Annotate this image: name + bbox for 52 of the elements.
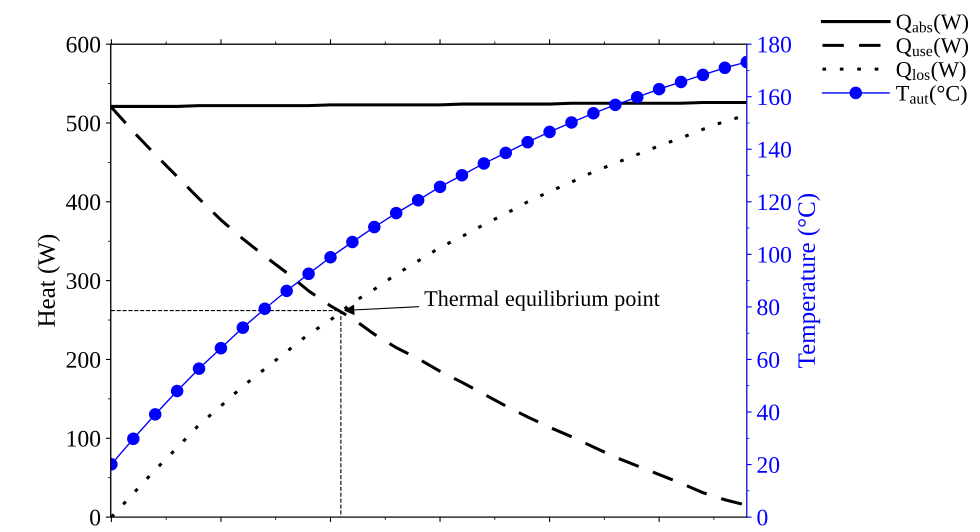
- point: [456, 169, 468, 182]
- y-tick-label: 300: [66, 273, 100, 290]
- point: [412, 194, 424, 206]
- point: [148, 408, 162, 421]
- y2-tick-label: 0: [757, 510, 768, 526]
- y2-tick-label: 20: [758, 457, 780, 473]
- point: [192, 362, 206, 375]
- point: [674, 76, 688, 88]
- point: [214, 342, 228, 354]
- y2-tick-label: 80: [757, 299, 780, 316]
- point: [500, 146, 512, 160]
- legend-label: Q$_{los}$(W): [896, 61, 966, 82]
- point: [521, 136, 534, 148]
- point: [390, 206, 402, 220]
- point: [346, 236, 359, 248]
- point: [434, 180, 446, 194]
- point: [280, 284, 293, 298]
- y2-tick-label: 40: [756, 404, 780, 420]
- y2-tick-label: 120: [758, 194, 791, 210]
- point: [478, 157, 490, 170]
- y-tick-label: 400: [66, 194, 100, 210]
- y-axis-title: Heat (W): [37, 234, 60, 327]
- y-tick-label: 600: [66, 36, 100, 53]
- y2-axis-title: Temperature (°C): [797, 194, 820, 368]
- point: [258, 302, 272, 315]
- point: [127, 432, 140, 446]
- y-tick-label: 500: [66, 115, 100, 132]
- point: [324, 250, 337, 264]
- annotation: Thermal equilibrium point: [424, 290, 660, 311]
- point: [170, 384, 184, 398]
- point: [587, 107, 600, 120]
- legend-label: T$_{aut}$(°C): [896, 85, 967, 106]
- point: [652, 82, 666, 96]
- point: [565, 116, 578, 129]
- point: [236, 321, 250, 334]
- point: [718, 62, 732, 74]
- y2-tick-label: 180: [758, 36, 791, 53]
- y-tick-label: 200: [66, 352, 100, 368]
- point: [302, 268, 315, 280]
- point: [368, 220, 381, 234]
- y2-tick-label: 100: [758, 246, 791, 263]
- y2-tick-label: 160: [758, 89, 791, 106]
- point: [609, 98, 622, 112]
- point: [543, 126, 556, 138]
- y2-tick-label: 60: [757, 352, 780, 368]
- legend-label: Q$_{abs}$(W): [896, 14, 968, 34]
- y-tick-label: 100: [68, 430, 100, 447]
- y-tick-label: 0: [90, 510, 100, 526]
- point: [630, 90, 644, 104]
- y2-tick-label: 140: [758, 142, 791, 158]
- point: [696, 68, 710, 82]
- legend-label: Q$_{use}$(W): [896, 38, 968, 58]
